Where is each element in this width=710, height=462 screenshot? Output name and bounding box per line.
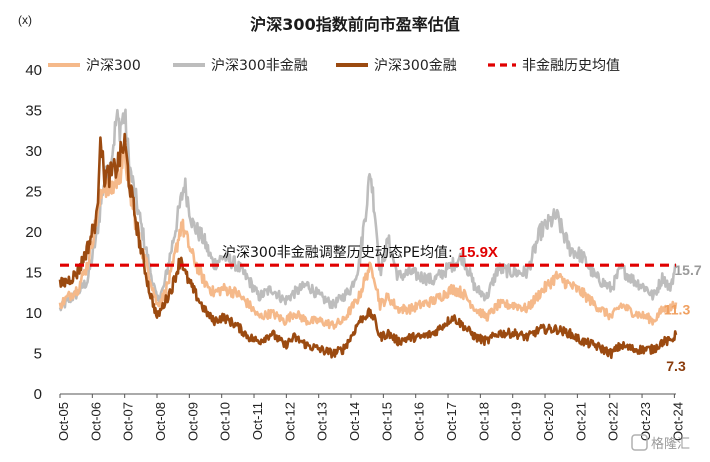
x-axis: Oct-05 Oct-06 Oct-07 Oct-08 Oct-09 Oct-10 Oct-… (56, 393, 685, 441)
legend-label: 沪深300 (86, 58, 141, 74)
x-tick-label: Oct-20 (541, 402, 556, 441)
y-tick-label: 40 (25, 62, 42, 79)
x-tick-label: Oct-09 (185, 402, 200, 441)
y-tick-label: 35 (25, 103, 42, 120)
y-tick-label: 25 (25, 184, 42, 201)
chart-title: 沪深300指数前向市盈率估值 (250, 15, 459, 34)
x-tick-label: Oct-24 (670, 402, 685, 441)
y-tick-label: 15 (25, 265, 42, 282)
mean-annotation-text: 沪深300非金融调整历史动态PE均值: (222, 245, 453, 261)
x-tick-label: Oct-16 (412, 402, 427, 441)
x-tick-label: Oct-06 (88, 402, 103, 441)
x-tick-label: Oct-18 (476, 402, 491, 441)
x-tick-label: Oct-12 (282, 402, 297, 441)
watermark-text: 格隆汇 (651, 436, 690, 452)
x-tick-label: Oct-07 (121, 402, 136, 441)
y-tick-label: 5 (34, 346, 42, 363)
y-axis: 0 5 10 15 20 25 30 35 40 (25, 62, 42, 403)
series-line-hs300 (58, 138, 678, 330)
x-tick-label: Oct-21 (573, 402, 588, 441)
legend-label: 沪深300金融 (374, 58, 457, 74)
x-tick-label: Oct-13 (315, 402, 330, 441)
y-tick-label: 0 (34, 386, 42, 403)
unit-label: (x) (18, 13, 32, 27)
watermark: 格隆汇 (631, 434, 690, 452)
plot-area (58, 108, 678, 360)
watermark-logo-icon (631, 434, 648, 451)
x-tick-label: Oct-14 (347, 402, 362, 441)
x-tick-label: Oct-22 (606, 402, 621, 441)
legend: 沪深300 沪深300非金融 沪深300金融 非金融历史均值 (48, 58, 620, 74)
mean-annotation: 沪深300非金融调整历史动态PE均值: 15.9X (222, 244, 498, 261)
end-labels: 15.7 11.3 7.3 (664, 262, 702, 374)
y-tick-label: 30 (25, 143, 42, 160)
x-tick-label: Oct-05 (56, 402, 71, 441)
y-tick-label: 20 (25, 224, 42, 241)
x-tick-label: Oct-19 (509, 402, 524, 441)
x-tick-label: Oct-15 (379, 402, 394, 441)
series-line-hs300-fin (58, 132, 678, 360)
mean-annotation-value: 15.9X (459, 244, 498, 261)
y-tick-label: 10 (25, 305, 42, 322)
x-tick-label: Oct-11 (250, 402, 265, 440)
x-tick-label: Oct-23 (638, 402, 653, 441)
x-tick-label: Oct-10 (218, 402, 233, 441)
end-value-label: 7.3 (666, 358, 686, 374)
series-line-hs300-nonfin (58, 108, 678, 312)
end-value-label: 11.3 (664, 301, 691, 317)
legend-label: 非金融历史均值 (522, 58, 620, 74)
x-tick-label: Oct-08 (153, 402, 168, 441)
x-tick-label: Oct-17 (444, 402, 459, 441)
end-value-label: 15.7 (674, 262, 701, 278)
legend-label: 沪深300非金融 (211, 58, 308, 74)
